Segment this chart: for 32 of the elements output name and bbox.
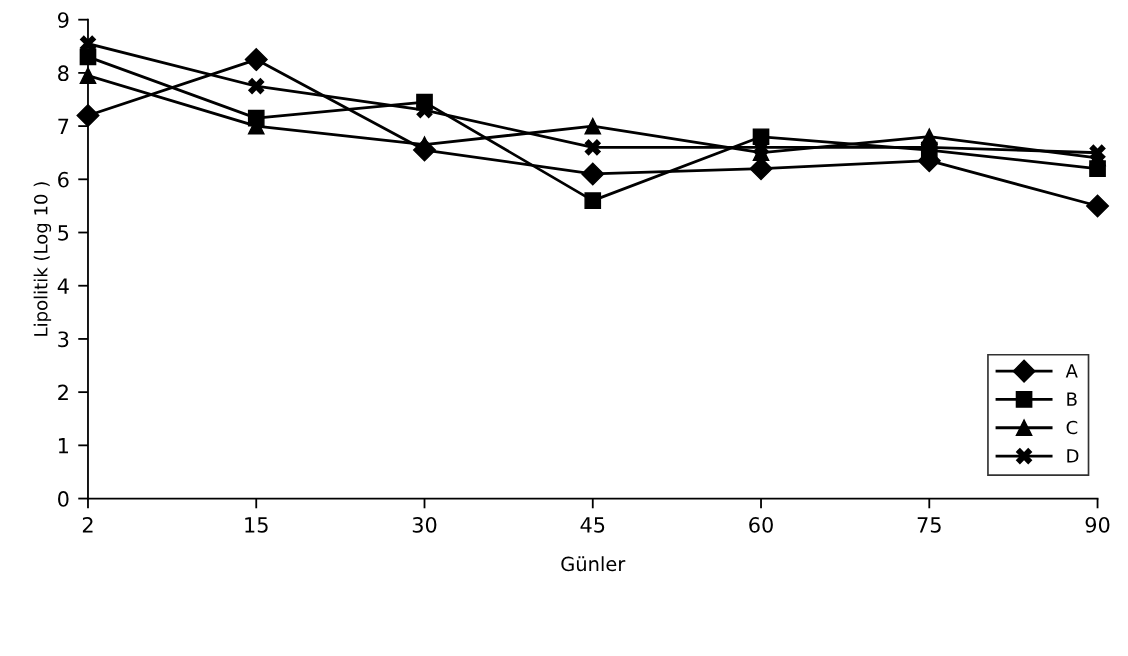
point (244, 48, 268, 72)
x-tick-label: 75 (917, 517, 941, 533)
x-tick-label: 15 (245, 517, 268, 533)
legend-label: C (1066, 420, 1078, 435)
y-tick-label: 5 (58, 225, 69, 241)
y-tick-label: 6 (58, 171, 69, 188)
y-tick-label: 8 (58, 65, 69, 82)
point (1089, 144, 1106, 162)
y-tick-label: 4 (57, 278, 69, 294)
y-tick-label: 9 (57, 12, 69, 28)
point (1086, 194, 1110, 218)
x-tick-label: 60 (749, 516, 773, 533)
x-tick-label: 90 (1085, 516, 1110, 533)
point (247, 77, 265, 95)
point (581, 162, 605, 186)
x-axis-title: Günler (561, 556, 626, 572)
legend-label: A (1065, 364, 1078, 378)
legend-label: B (1067, 392, 1077, 406)
y-tick-label: 1 (58, 438, 68, 454)
y-tick-label: 3 (58, 331, 69, 348)
y-tick-label: 7 (58, 118, 69, 135)
point (76, 103, 100, 127)
y-tick-label: 2 (58, 384, 68, 401)
x-tick-label: 30 (412, 516, 437, 533)
point (584, 117, 602, 135)
point (584, 192, 602, 209)
y-tick-label: 0 (58, 491, 69, 507)
legend-label: D (1067, 449, 1079, 463)
x-tick-label: 45 (580, 517, 605, 533)
point (584, 139, 602, 156)
y-axis-title: Lipolitik (Log 10 ) (33, 182, 52, 336)
x-tick-label: 2 (82, 516, 93, 533)
